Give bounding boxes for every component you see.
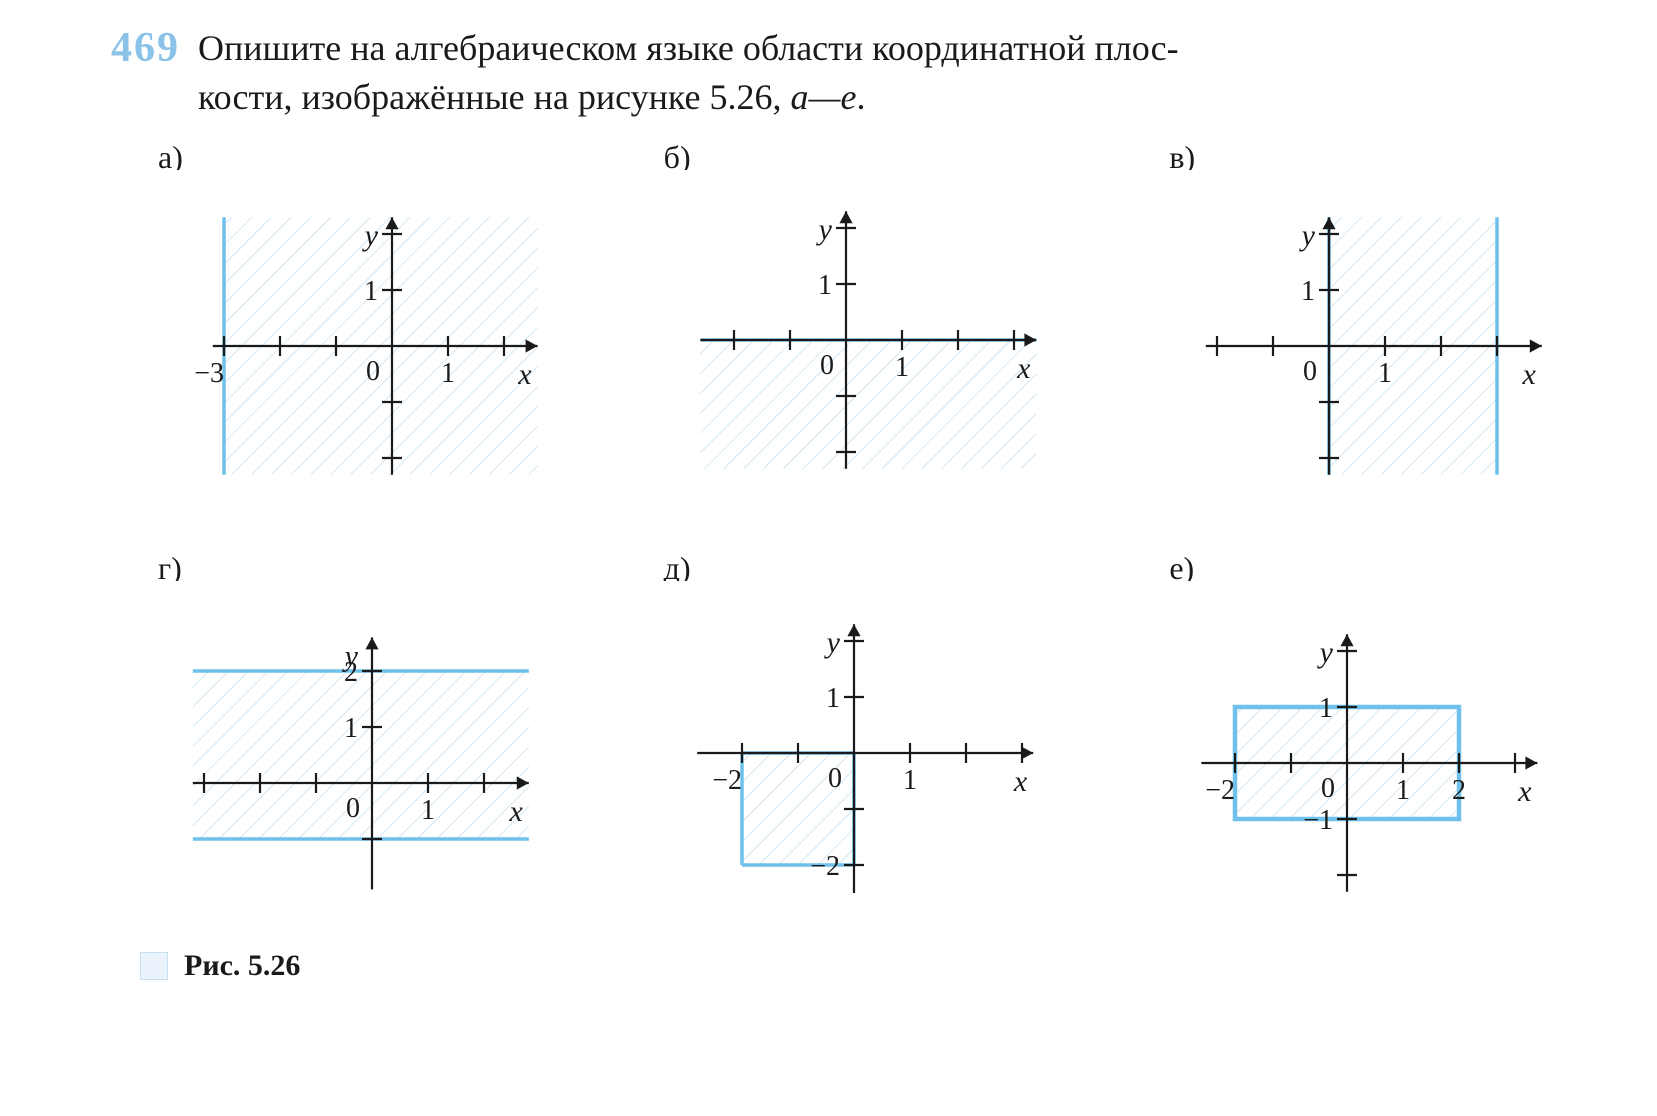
svg-text:0: 0 xyxy=(1321,773,1335,804)
svg-text:−2: −2 xyxy=(1206,775,1236,806)
svg-text:1: 1 xyxy=(1301,276,1315,307)
svg-text:−2: −2 xyxy=(810,851,840,882)
svg-text:1: 1 xyxy=(1396,775,1410,806)
svg-text:0: 0 xyxy=(1303,356,1317,387)
svg-text:y: y xyxy=(1299,219,1316,252)
svg-text:0: 0 xyxy=(346,793,360,824)
plots-grid: а) 1−310xy б) 110xy в) 110xy г) 1120xy д… xyxy=(140,139,1617,921)
svg-text:x: x xyxy=(1016,352,1031,385)
plot-c: 1 1 0 x y xyxy=(1151,170,1591,510)
problem-number: 469 xyxy=(80,24,180,72)
plot-f: 1 2 −2 1 −10 x y xyxy=(1151,581,1591,921)
problem-line2b: а—е xyxy=(791,77,857,117)
figure-caption-row: Рис. 5.26 xyxy=(140,949,1617,983)
plot-a-cell: а) 1−310xy xyxy=(140,139,606,510)
plot-b: 1 1 0 x y xyxy=(646,170,1086,510)
svg-text:y: y xyxy=(362,219,379,252)
caption-box-icon xyxy=(140,952,168,980)
svg-text:0: 0 xyxy=(366,356,380,387)
svg-text:1: 1 xyxy=(1319,693,1333,724)
svg-text:y: y xyxy=(823,626,840,659)
problem-line2a: кости, изображённые на рисунке 5.26, xyxy=(198,77,791,117)
svg-text:x: x xyxy=(1522,358,1537,391)
plot-e-cell: д) 1−21−20xy xyxy=(646,550,1112,921)
svg-text:x: x xyxy=(1517,775,1532,808)
svg-text:x: x xyxy=(517,358,532,391)
svg-text:0: 0 xyxy=(828,763,842,794)
plot-c-cell: в) 110xy xyxy=(1151,139,1617,510)
svg-text:1: 1 xyxy=(903,765,917,796)
svg-text:1: 1 xyxy=(421,795,435,826)
page: 469 Опишите на алгебраическом языке обла… xyxy=(0,0,1657,1116)
svg-text:1: 1 xyxy=(895,352,909,383)
svg-text:−3: −3 xyxy=(194,358,224,389)
svg-text:0: 0 xyxy=(820,350,834,381)
svg-text:1: 1 xyxy=(818,270,832,301)
problem-line1: Опишите на алгебраическом языке области … xyxy=(198,28,1179,68)
svg-text:y: y xyxy=(342,640,359,673)
problem-line2c: . xyxy=(857,77,866,117)
plot-a: 1 −3 1 0 x y xyxy=(140,170,580,510)
plot-d-cell: г) 1120xy xyxy=(140,550,606,921)
svg-text:y: y xyxy=(1317,636,1334,669)
problem-row: 469 Опишите на алгебраическом языке обла… xyxy=(80,24,1617,121)
svg-text:x: x xyxy=(508,795,523,828)
plot-b-cell: б) 110xy xyxy=(646,139,1112,510)
plot-f-cell: е) 12−21−10xy xyxy=(1151,550,1617,921)
plot-d: 1120xy xyxy=(140,581,580,921)
figure-caption: Рис. 5.26 xyxy=(184,949,300,983)
svg-text:1: 1 xyxy=(441,358,455,389)
svg-text:1: 1 xyxy=(344,713,358,744)
svg-text:y: y xyxy=(815,213,832,246)
svg-text:x: x xyxy=(1013,765,1028,798)
svg-text:−2: −2 xyxy=(712,765,742,796)
problem-text: Опишите на алгебраическом языке области … xyxy=(198,24,1179,121)
svg-text:1: 1 xyxy=(826,683,840,714)
plot-e: 1 −2 1 −2 0 x y xyxy=(646,581,1086,921)
svg-text:2: 2 xyxy=(1452,775,1466,806)
svg-text:−1: −1 xyxy=(1304,805,1334,836)
svg-text:1: 1 xyxy=(364,276,378,307)
svg-text:1: 1 xyxy=(1378,358,1392,389)
